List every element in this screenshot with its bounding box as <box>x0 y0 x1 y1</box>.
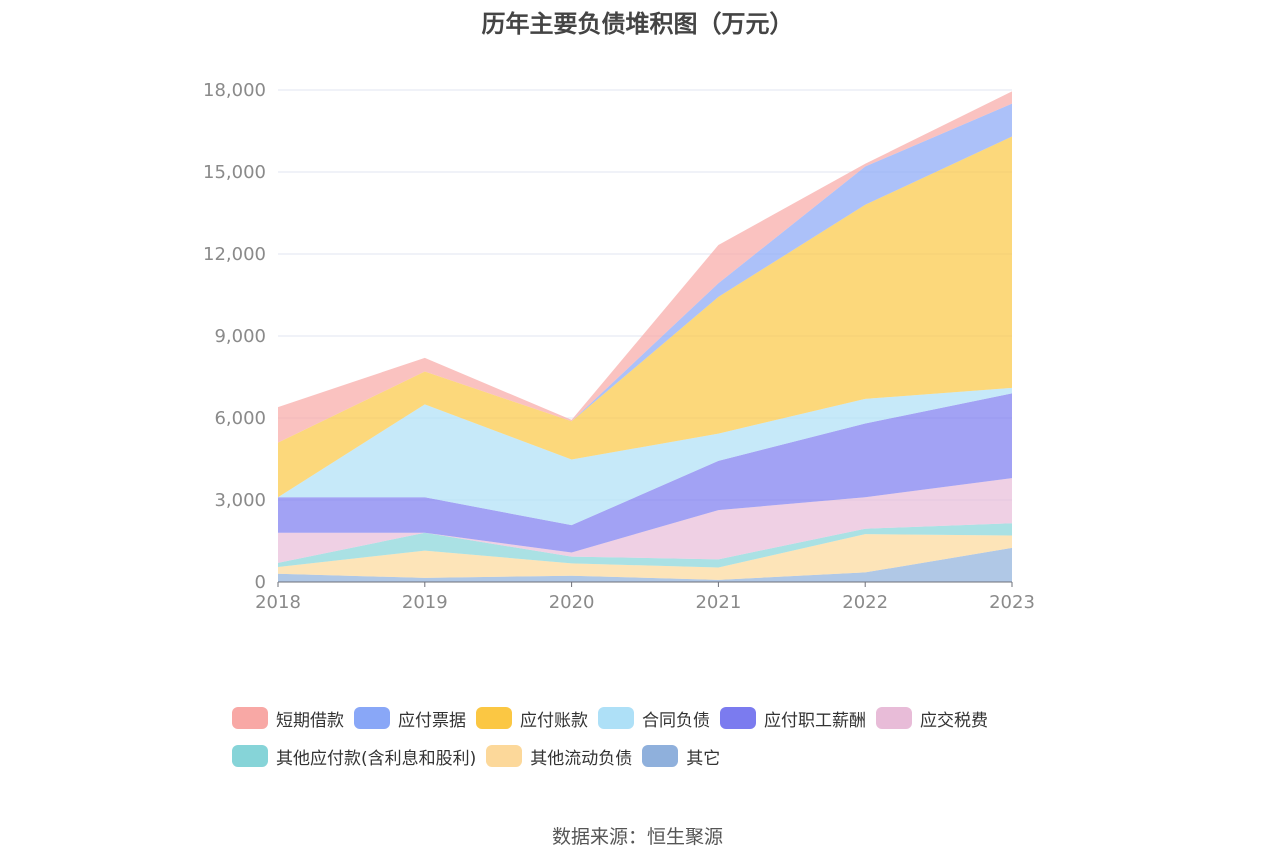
legend-label: 短期借款 <box>276 710 344 731</box>
legend-item[interactable]: 应付职工薪酬 <box>720 706 866 731</box>
stacked-area-chart: 0 3,000 6,000 9,000 12,000 15,000 18,000 2018 20… <box>203 80 1035 613</box>
y-tick-label: 9,000 <box>214 326 266 347</box>
area-series-4[interactable] <box>278 393 1012 553</box>
legend-swatch <box>232 745 268 767</box>
legend-label: 其它 <box>686 748 721 769</box>
legend-item[interactable]: 其他应付款(含利息和股利) <box>232 744 477 769</box>
legend-label: 其他应付款(含利息和股利) <box>276 748 477 769</box>
y-tick-label: 3,000 <box>214 490 266 511</box>
x-tick-label: 2020 <box>549 592 595 613</box>
area-series-5[interactable] <box>278 387 1012 526</box>
legend-swatch <box>720 707 756 729</box>
legend-swatch <box>486 745 523 767</box>
axes: 0 3,000 6,000 9,000 12,000 15,000 18,000 2018 20… <box>203 80 1035 613</box>
legend-label: 应交税费 <box>920 710 988 731</box>
legend-item[interactable]: 应付账款 <box>476 706 588 731</box>
x-tick-label: 2021 <box>695 592 741 613</box>
data-source-note: 数据来源：恒生聚源 <box>551 826 723 848</box>
chart-title: 历年主要负债堆积图（万元） <box>481 10 794 38</box>
legend-swatch <box>232 707 268 729</box>
legend-item[interactable]: 合同负债 <box>598 706 710 731</box>
legend-label: 应付票据 <box>398 710 466 731</box>
area-series-2[interactable] <box>278 523 1012 568</box>
y-tick-label: 0 <box>255 572 266 593</box>
legend: 短期借款 应付票据 应付账款 合同负债 应付职工薪酬 应交税费其他应付款(含利息和股利) 其… <box>232 706 1132 782</box>
y-tick-label: 18,000 <box>203 80 266 101</box>
legend-label: 应付职工薪酬 <box>764 710 866 731</box>
legend-item[interactable]: 其他流动负债 <box>486 744 633 769</box>
legend-swatch <box>876 707 912 729</box>
area-series-6[interactable] <box>278 136 1012 498</box>
legend-item[interactable]: 短期借款 <box>232 706 344 731</box>
y-tick-label: 15,000 <box>203 162 266 183</box>
legend-label: 其他流动负债 <box>530 748 633 769</box>
area-series-group <box>278 91 1012 582</box>
area-series-3[interactable] <box>278 478 1012 563</box>
legend-label: 应付账款 <box>520 710 588 731</box>
x-tick-label: 2019 <box>402 592 448 613</box>
legend-swatch <box>354 707 390 729</box>
legend-swatch <box>598 707 634 729</box>
legend-swatch <box>642 745 679 767</box>
y-tick-label: 12,000 <box>203 244 266 265</box>
legend-swatch <box>476 707 512 729</box>
legend-item[interactable]: 应交税费 <box>876 706 988 731</box>
area-series-0[interactable] <box>278 547 1012 582</box>
x-tick-label: 2022 <box>842 592 888 613</box>
legend-label: 合同负债 <box>642 710 710 731</box>
y-tick-label: 6,000 <box>214 408 266 429</box>
area-series-7[interactable] <box>278 103 1012 443</box>
x-tick-label: 2023 <box>989 592 1035 613</box>
x-tick-label: 2018 <box>255 592 301 613</box>
legend-item[interactable]: 其它 <box>642 744 721 769</box>
area-series-1[interactable] <box>278 534 1012 580</box>
legend-item[interactable]: 应付票据 <box>354 706 466 731</box>
